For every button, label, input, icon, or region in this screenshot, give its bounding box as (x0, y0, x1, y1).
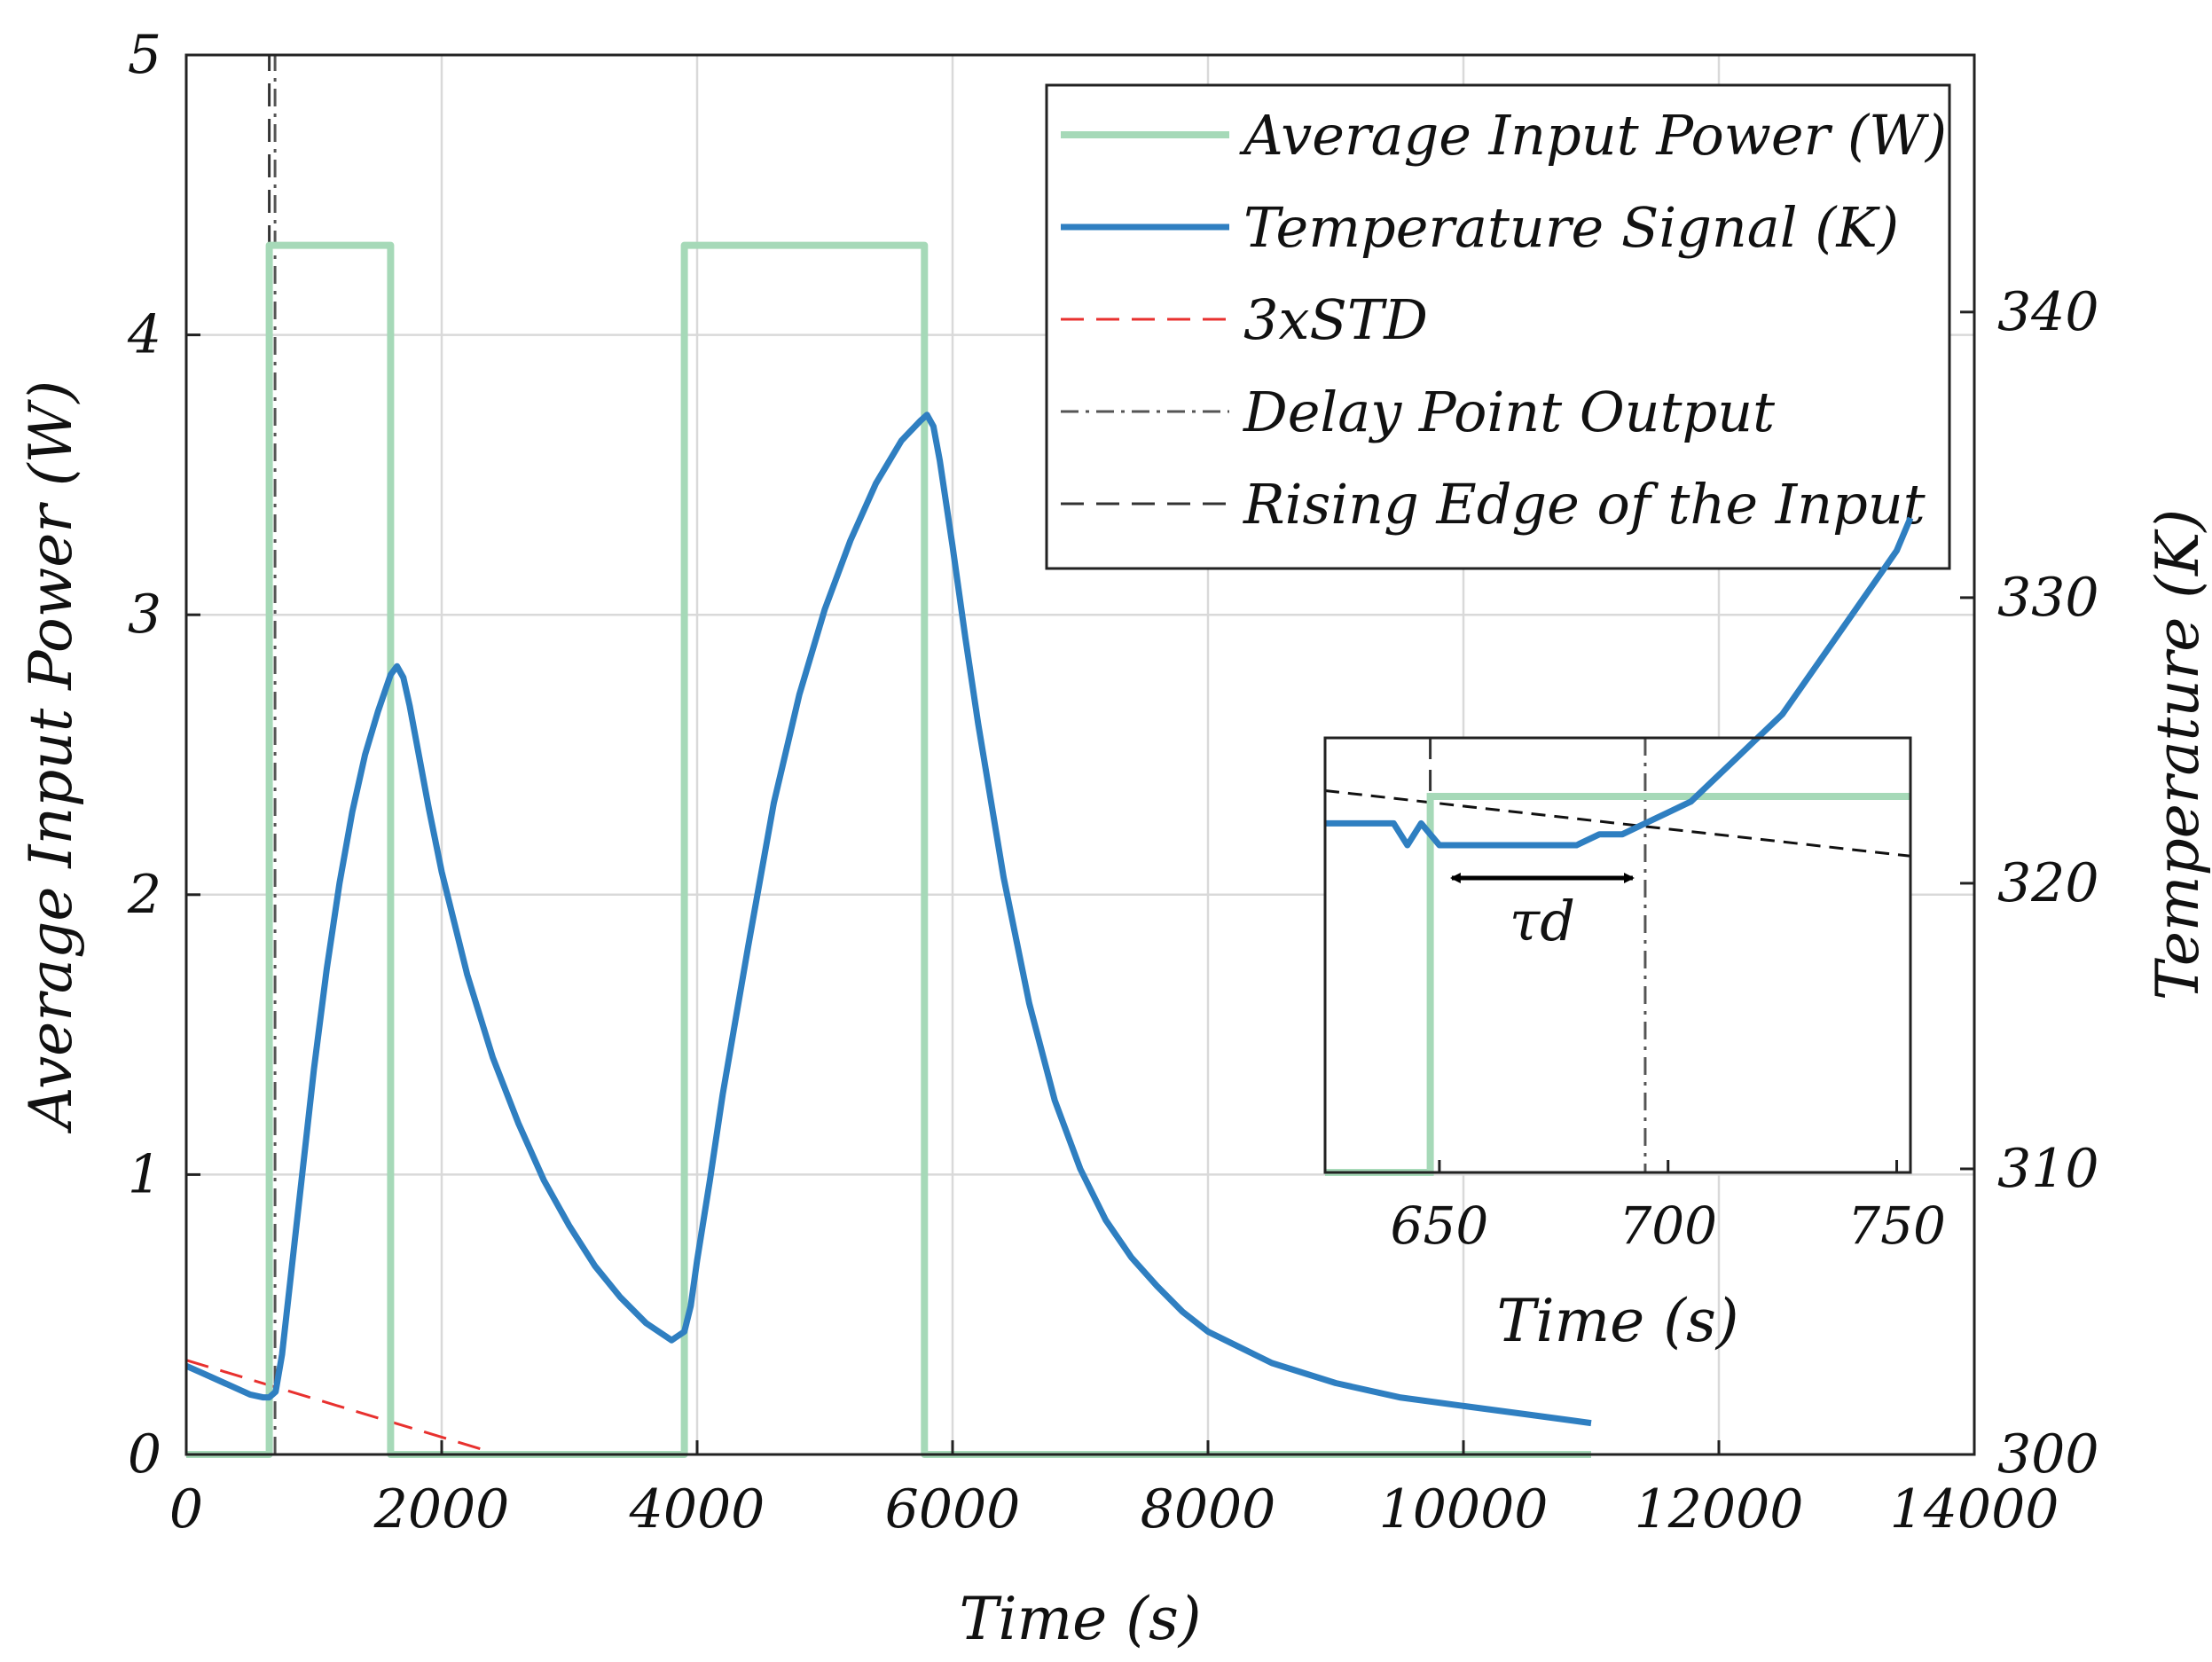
legend-box (1045, 83, 1951, 570)
x-tick-label: 8000 (1141, 1478, 1276, 1540)
y-right-tick-label: 330 (1997, 567, 2099, 629)
inset-background (1325, 738, 1910, 1172)
y-left-tick-label: 3 (128, 584, 161, 646)
x-tick-label: 2000 (373, 1478, 510, 1540)
y-right-tick-label: 310 (1997, 1138, 2099, 1200)
legend-label-2: 3xSTD (1243, 287, 1428, 352)
x-tick-label: 0 (169, 1478, 203, 1540)
x-tick-label: 4000 (629, 1478, 765, 1540)
y-left-tick-label: 0 (128, 1423, 161, 1486)
y-left-tick-label: 5 (128, 24, 161, 86)
inset-temperature-line (1325, 516, 1914, 849)
inset-x-tick-label: 700 (1619, 1196, 1717, 1256)
y-right-tick-label: 300 (1997, 1423, 2099, 1486)
plot-frame (184, 53, 1976, 1456)
legend-label-4: Rising Edge of the Input (1243, 472, 1926, 537)
y-left-tick-label: 1 (128, 1143, 161, 1205)
legend-label-0: Average Input Power (W) (1239, 103, 1947, 168)
inset-threshold-line (1324, 789, 1911, 858)
legend-label-1: Temperature Signal (K) (1243, 195, 1899, 260)
y-left-tick-label: 2 (127, 864, 161, 926)
x-tick-label: 12000 (1635, 1478, 1804, 1540)
inset-tau-label: τd (1510, 889, 1575, 953)
inset-frame (1323, 736, 1912, 1174)
inset-x-tick-label: 750 (1847, 1196, 1946, 1256)
x-tick-label: 10000 (1379, 1478, 1549, 1540)
inset-x-axis-label: Time (s) (1496, 1287, 1738, 1355)
y-axis-left-label: Average Input Power (W) (17, 380, 85, 1134)
series-line-1 (184, 412, 1592, 1427)
tick-layer: 0 2000 4000 6000 8000 10000 12000 14000 0 1 2 3 4 5 30… (127, 24, 2099, 1540)
x-tick-label: 6000 (885, 1478, 1021, 1540)
legend-label-3: Delay Point Output (1243, 380, 1775, 444)
inset-x-tick-label: 650 (1391, 1196, 1489, 1256)
x-tick-label: 14000 (1890, 1478, 2059, 1540)
y-right-tick-label: 320 (1997, 852, 2099, 914)
series-line-2 (185, 1359, 500, 1456)
y-axis-right-label: Temperature (K) (2144, 509, 2212, 1000)
y-left-tick-label: 4 (127, 304, 161, 366)
y-right-tick-label: 340 (1997, 281, 2099, 343)
legend: Average Input Power (W) Temperature Signa… (1045, 83, 1951, 570)
x-axis-label: Time (s) (959, 1585, 1201, 1653)
inset-chart: τd 650 700 750 Time (s) (1323, 516, 1946, 1355)
